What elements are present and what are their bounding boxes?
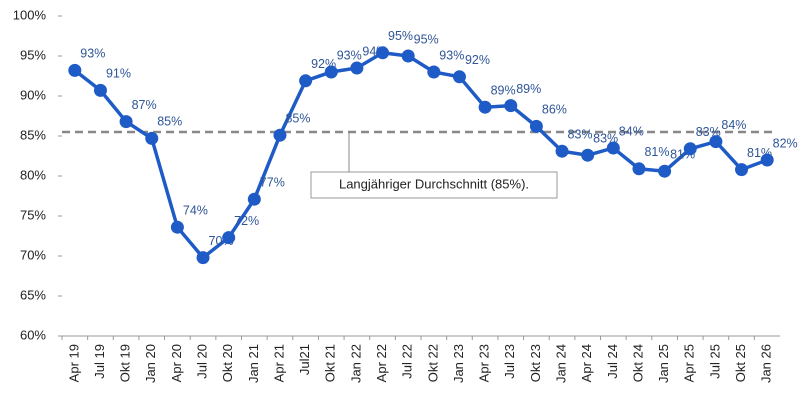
- y-tick-label: 80%: [20, 167, 46, 182]
- y-tick-label: 75%: [20, 207, 46, 222]
- data-label: 72%: [234, 214, 259, 228]
- y-tick-label: 95%: [20, 47, 46, 62]
- x-tick-label: Apr 19: [66, 344, 81, 382]
- x-tick-label: Jul 20: [194, 344, 209, 379]
- y-tick-label: 85%: [20, 127, 46, 142]
- x-tick-label: Apr 23: [477, 344, 492, 382]
- data-label: 89%: [491, 83, 516, 97]
- x-tick-label: Jul 22: [400, 344, 415, 379]
- annotation-box: [310, 171, 558, 199]
- data-label: 92%: [465, 53, 490, 67]
- x-tick-label: Okt 22: [425, 344, 440, 382]
- x-tick-label: Okt 23: [528, 344, 543, 382]
- line: [73, 50, 768, 261]
- data-label: 93%: [337, 48, 362, 62]
- data-label: 82%: [773, 136, 798, 150]
- x-tick-label: Okt 20: [220, 344, 235, 382]
- x-tick-label: Okt 19: [118, 344, 133, 382]
- marker: [504, 99, 518, 113]
- x-tick-label: Jul21: [297, 344, 312, 375]
- data-label: 85%: [285, 111, 310, 125]
- marker: [170, 220, 184, 234]
- y-tick-label: 90%: [20, 87, 46, 102]
- marker: [709, 135, 723, 149]
- marker: [401, 49, 415, 63]
- marker: [350, 61, 364, 75]
- data-label: 89%: [516, 82, 541, 96]
- x-tick-label: Okt 25: [733, 344, 748, 382]
- x-tick-label: Jan 25: [656, 344, 671, 383]
- data-label: 81%: [644, 145, 669, 159]
- x-tick-label: Jan 23: [451, 344, 466, 383]
- marker: [760, 153, 774, 167]
- marker: [119, 115, 133, 129]
- x-tick-label: Jan 26: [759, 344, 774, 383]
- marker: [735, 163, 749, 177]
- x-tick-label: Jul 25: [707, 344, 722, 379]
- data-label: 93%: [439, 48, 464, 62]
- marker: [632, 162, 646, 176]
- x-tick-label: Jul 24: [605, 344, 620, 379]
- marker: [376, 46, 390, 60]
- x-tick-label: Jul 23: [502, 344, 517, 379]
- marker: [299, 74, 313, 88]
- data-label: 77%: [260, 175, 285, 189]
- data-label: 95%: [414, 32, 439, 46]
- data-label: 84%: [619, 124, 644, 138]
- data-label: 87%: [132, 98, 157, 112]
- data-label: 83%: [568, 127, 593, 141]
- x-tick-label: Jul 19: [92, 344, 107, 379]
- marker: [478, 100, 492, 114]
- x-tick-label: Okt 24: [630, 344, 645, 382]
- marker: [247, 192, 261, 206]
- data-label: 95%: [388, 29, 413, 43]
- x-tick-label: Okt 21: [323, 344, 338, 382]
- y-tick-label: 100%: [13, 7, 47, 22]
- x-tick-label: Jan 21: [246, 344, 261, 383]
- marker: [324, 65, 338, 79]
- y-tick-label: 65%: [20, 287, 46, 302]
- x-tick-label: Apr 22: [374, 344, 389, 382]
- marker: [581, 148, 595, 162]
- data-label: 93%: [80, 47, 105, 61]
- marker: [93, 83, 107, 97]
- marker: [529, 119, 543, 133]
- marker: [222, 231, 236, 245]
- marker: [683, 142, 697, 156]
- marker: [196, 251, 210, 265]
- marker: [68, 63, 82, 77]
- y-tick-label: 70%: [20, 247, 46, 262]
- y-tick-label: 60%: [20, 327, 46, 342]
- data-label: 74%: [183, 203, 208, 217]
- data-label: 91%: [106, 67, 131, 81]
- data-label: 86%: [542, 103, 567, 117]
- x-tick-label: Jan 20: [143, 344, 158, 383]
- x-tick-label: Apr 20: [169, 344, 184, 382]
- data-label: 84%: [721, 118, 746, 132]
- x-tick-label: Jan 24: [553, 344, 568, 383]
- annotation: Langjähriger Durchschnitt (85%).: [339, 176, 529, 191]
- x-tick-label: Apr 21: [271, 344, 286, 382]
- marker: [145, 131, 159, 145]
- marker: [427, 65, 441, 79]
- marker: [452, 70, 466, 84]
- x-tick-label: Apr 24: [579, 344, 594, 382]
- marker: [555, 144, 569, 158]
- x-tick-label: Jan 22: [348, 344, 363, 383]
- marker: [606, 141, 620, 155]
- marker: [273, 128, 287, 142]
- marker: [658, 164, 672, 178]
- data-label: 85%: [157, 115, 182, 129]
- x-tick-label: Apr 25: [682, 344, 697, 382]
